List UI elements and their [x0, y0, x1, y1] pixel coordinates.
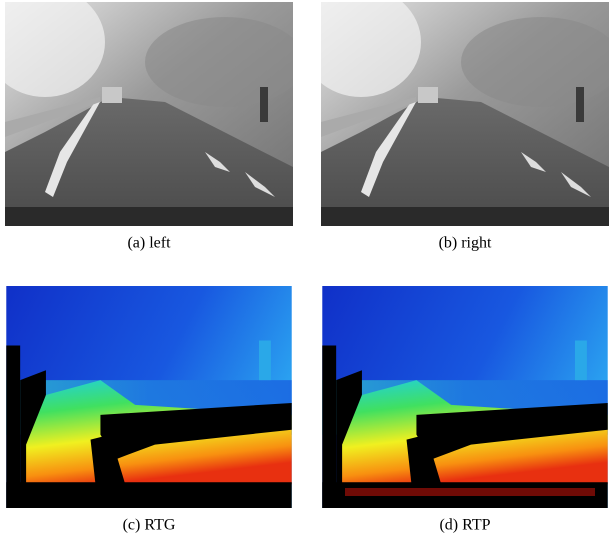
left-image — [0, 0, 305, 226]
caption: (a) left — [127, 235, 171, 252]
caption: (c) RTG — [123, 517, 176, 534]
rtp-panel — [322, 286, 607, 508]
figure: (a) left (b) right (c) RTG (d) RTP — [0, 0, 613, 538]
right-image — [301, 0, 613, 226]
noise-band — [345, 488, 595, 496]
caption: (d) RTP — [439, 517, 490, 534]
rtp-image — [322, 286, 607, 508]
caption: (b) right — [439, 235, 492, 252]
rtg-image — [6, 286, 291, 508]
